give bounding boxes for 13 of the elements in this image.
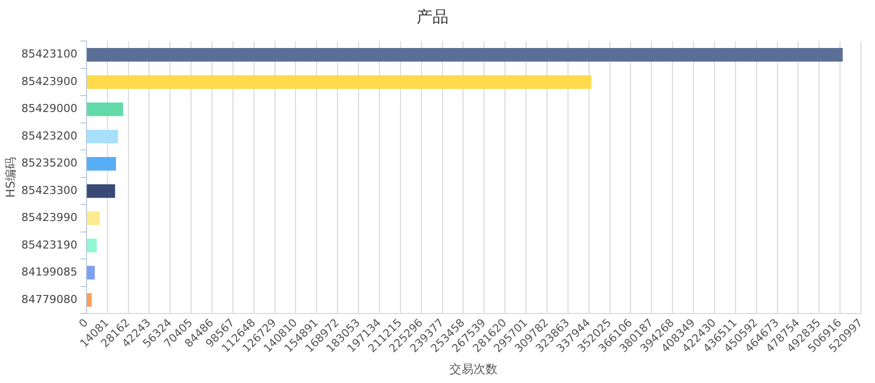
y-tick-label: 85235200: [21, 156, 78, 170]
y-tick-label: 84779080: [21, 292, 78, 306]
y-tick-label: 85423990: [21, 211, 78, 224]
y-tick-label: 85423200: [21, 129, 78, 142]
y-tick-label: 85423100: [21, 48, 78, 61]
x-axis-title: 交易次数: [450, 362, 498, 376]
chart-title: 产品: [416, 6, 448, 26]
y-tick-label: 85429000: [21, 102, 78, 116]
y-tick-label: 85423900: [21, 74, 78, 88]
y-tick-label: 84199085: [21, 266, 78, 279]
y-tick-label: 85423190: [21, 238, 78, 252]
y-tick-label: 85423300: [21, 184, 78, 197]
y-axis-title: HS编码: [3, 157, 18, 198]
